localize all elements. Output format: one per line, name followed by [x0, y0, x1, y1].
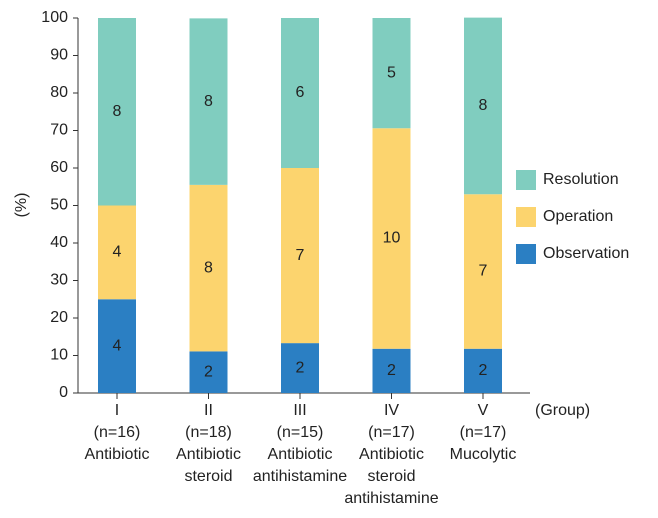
- legend-swatch: [516, 207, 536, 227]
- data-label: 2: [204, 363, 213, 380]
- data-label: 4: [113, 244, 122, 261]
- bar-segment: [372, 18, 411, 129]
- data-label: 5: [387, 64, 396, 81]
- data-label: 6: [296, 84, 305, 101]
- data-label: 2: [296, 359, 305, 376]
- x-tick-label: Mucolytic: [450, 446, 517, 463]
- bar-segment: [189, 184, 228, 352]
- bar-segment: [372, 128, 411, 349]
- y-tick-label: 60: [50, 159, 68, 176]
- y-tick-label: 100: [41, 9, 68, 26]
- bar-segment: [98, 18, 136, 206]
- bar-segment: [372, 348, 411, 393]
- x-axis-label: (Group): [535, 402, 590, 419]
- data-label: 10: [383, 230, 401, 247]
- legend-label: Observation: [543, 245, 629, 262]
- y-tick-label: 90: [50, 47, 68, 64]
- y-tick-label: 70: [50, 122, 68, 139]
- data-label: 8: [479, 97, 488, 114]
- y-tick-label: 30: [50, 272, 68, 289]
- x-tick-label: Antibiotic: [176, 446, 241, 463]
- y-tick-label: 0: [59, 384, 68, 401]
- x-tick-label: III: [293, 402, 306, 419]
- data-label: 7: [296, 247, 305, 264]
- bar-segment: [98, 205, 136, 300]
- bar-segment: [281, 18, 319, 168]
- bar-segment: [464, 348, 502, 393]
- x-tick-label: (n=15): [277, 424, 324, 441]
- y-tick-label: 50: [50, 197, 68, 214]
- data-label: 4: [113, 337, 122, 354]
- x-tick-label: (n=16): [94, 424, 141, 441]
- data-label: 2: [479, 362, 488, 379]
- y-tick-label: 40: [50, 234, 68, 251]
- x-tick-label: antihistamine: [344, 490, 438, 507]
- legend-swatch: [516, 244, 536, 264]
- y-tick-label: 80: [50, 84, 68, 101]
- bar-segment: [281, 168, 319, 344]
- y-tick-label: 20: [50, 309, 68, 326]
- x-tick-label: steroid: [367, 468, 415, 485]
- legend-label: Resolution: [543, 171, 619, 188]
- x-tick-label: Antibiotic: [268, 446, 333, 463]
- bar-segment: [464, 17, 502, 195]
- x-tick-label: IV: [384, 402, 399, 419]
- x-tick-label: (n=17): [460, 424, 507, 441]
- x-tick-label: steroid: [184, 468, 232, 485]
- y-axis-label: (%): [13, 193, 30, 218]
- data-label: 8: [113, 103, 122, 120]
- x-tick-label: antihistamine: [253, 468, 347, 485]
- data-label: 7: [479, 263, 488, 280]
- data-label: 8: [204, 259, 213, 276]
- bar-segment: [464, 194, 502, 349]
- data-label: 8: [204, 93, 213, 110]
- x-tick-label: Antibiotic: [359, 446, 424, 463]
- x-tick-label: V: [478, 402, 489, 419]
- bar-segment: [189, 18, 228, 185]
- y-tick-label: 10: [50, 347, 68, 364]
- x-tick-label: (n=17): [368, 424, 415, 441]
- legend-label: Operation: [543, 208, 613, 225]
- data-label: 2: [387, 362, 396, 379]
- x-tick-label: Antibiotic: [85, 446, 150, 463]
- legend-swatch: [516, 170, 536, 190]
- bar-segment: [281, 343, 319, 393]
- bar-segment: [189, 351, 228, 393]
- x-tick-label: (n=18): [185, 424, 232, 441]
- x-tick-label: I: [115, 402, 119, 419]
- x-tick-label: II: [204, 402, 213, 419]
- bar-segment: [98, 299, 136, 393]
